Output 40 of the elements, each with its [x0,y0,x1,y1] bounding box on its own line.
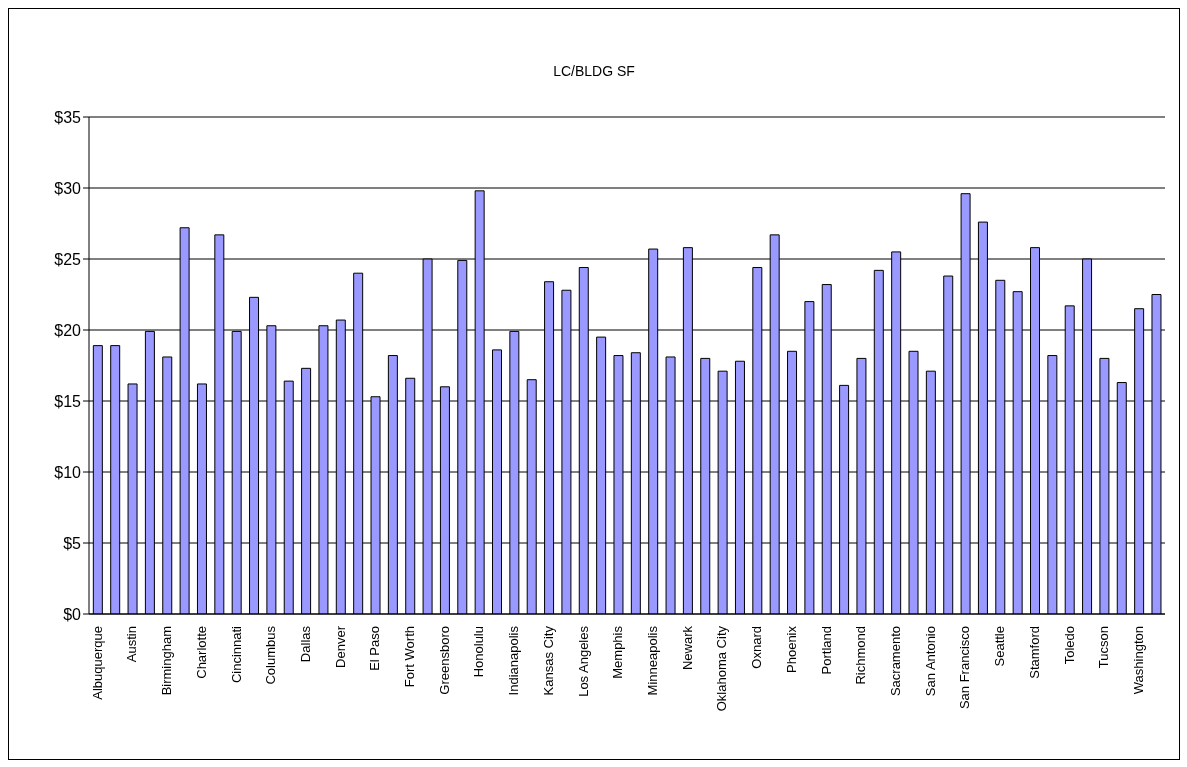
y-tick-label: $20 [54,321,82,339]
x-tick-label: Indianapolis [506,625,522,696]
x-tick-label: Stamford [1026,626,1042,679]
y-tick-label: $5 [63,534,82,552]
x-tick-label: Honolulu [471,626,487,678]
y-tick-label: $30 [54,179,82,197]
y-tick-label: $0 [63,605,82,623]
y-tick-label: $35 [54,108,82,126]
x-tick-label: Oxnard [749,626,765,669]
x-tick-label: San Francisco [957,626,973,710]
x-tick-label: Memphis [610,625,626,679]
x-tick-label: Seattle [992,626,1008,667]
x-tick-label: Charlotte [193,626,209,679]
x-tick-label: Fort Worth [402,626,418,688]
x-tick-label: Dallas [297,625,313,663]
x-tick-label: El Paso [367,626,383,671]
y-tick-label: $10 [54,463,82,481]
x-tick-label: Portland [818,626,834,675]
x-tick-label: Toledo [1061,626,1077,665]
x-tick-label: Tucson [1096,626,1112,669]
x-tick-label: San Antonio [922,626,938,697]
y-tick-label: $25 [54,250,82,268]
x-tick-label: Austin [124,626,140,663]
x-tick-label: Oklahoma City [714,625,730,712]
x-tick-label: Albuquerque [89,626,105,700]
x-tick-label: Washington [1130,626,1146,695]
x-tick-label: Phoenix [783,625,799,673]
x-tick-label: Los Angeles [575,625,591,697]
x-tick-label: Denver [332,625,348,668]
chart-title: LC/BLDG SF [552,63,636,79]
x-tick-label: Greensboro [436,626,452,695]
x-tick-label: Sacramento [888,626,903,697]
x-tick-label: Richmond [853,626,869,685]
x-tick-label: Cincinnati [228,625,244,684]
x-tick-label: Minneapolis [645,625,661,696]
y-tick-label: $15 [54,392,82,410]
x-tick-label: Newark [679,625,695,671]
x-tick-label: Columbus [263,625,279,685]
x-tick-label: Birmingham [159,626,175,696]
x-tick-label: Kansas City [540,625,556,696]
